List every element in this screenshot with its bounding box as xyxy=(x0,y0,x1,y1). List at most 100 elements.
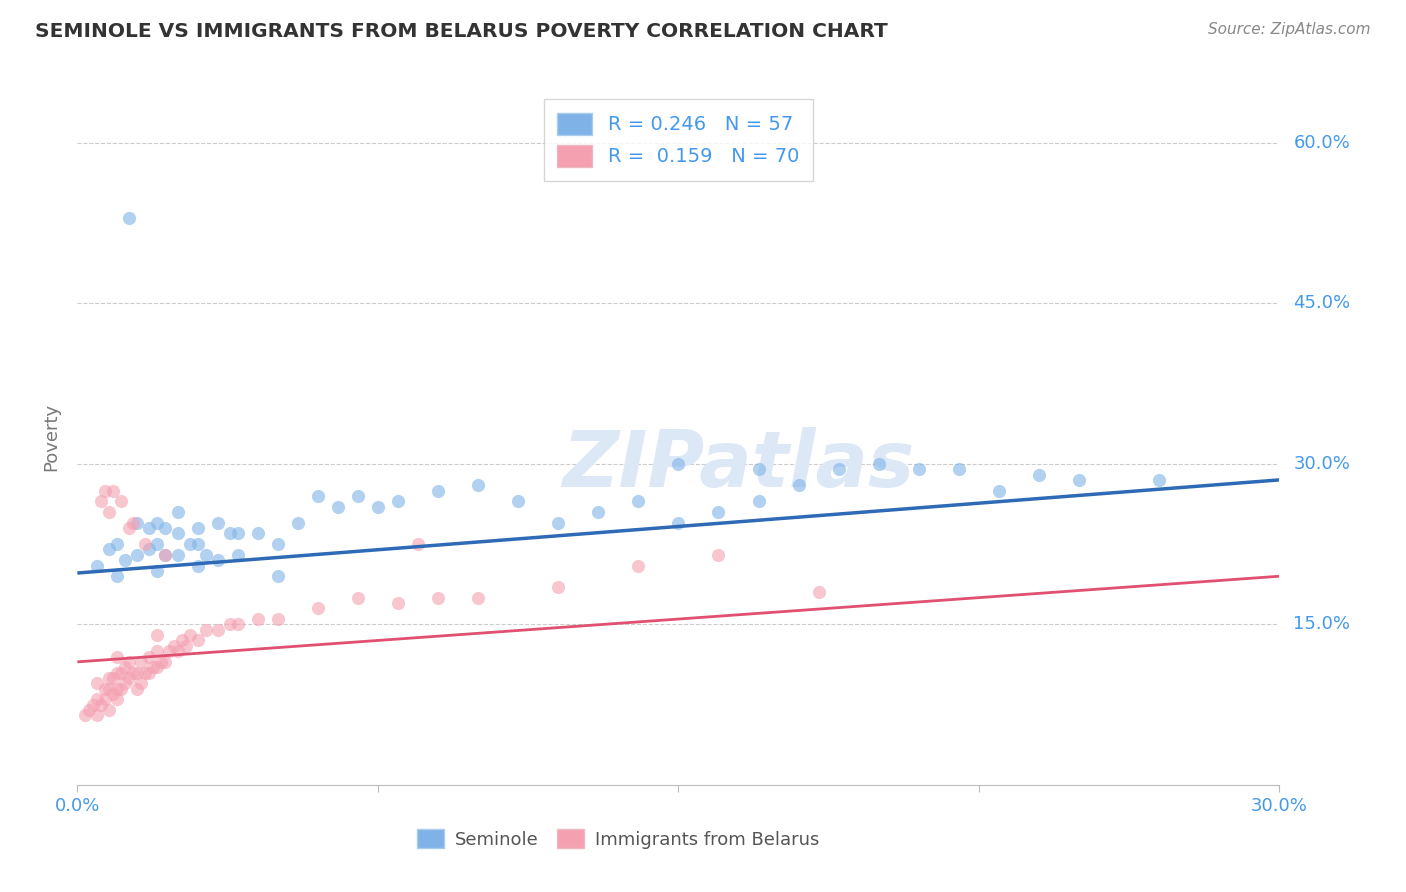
Point xyxy=(86,692,108,706)
Point xyxy=(387,494,409,508)
Point xyxy=(988,483,1011,498)
Point xyxy=(150,655,173,669)
Point xyxy=(267,612,290,626)
Point xyxy=(155,655,177,669)
Point xyxy=(134,665,156,680)
Point xyxy=(159,644,181,658)
Point xyxy=(138,542,160,557)
Point xyxy=(326,500,349,514)
Point xyxy=(107,569,129,583)
Point xyxy=(155,548,177,562)
Point xyxy=(127,681,149,696)
Point xyxy=(707,505,730,519)
Text: Source: ZipAtlas.com: Source: ZipAtlas.com xyxy=(1208,22,1371,37)
Point xyxy=(110,681,132,696)
Point xyxy=(79,703,101,717)
Point xyxy=(107,537,129,551)
Legend: Seminole, Immigrants from Belarus: Seminole, Immigrants from Belarus xyxy=(411,822,827,856)
Point xyxy=(179,537,201,551)
Point xyxy=(138,649,160,664)
Point xyxy=(547,516,569,530)
Point xyxy=(114,660,136,674)
Point xyxy=(194,548,217,562)
Point xyxy=(142,660,165,674)
Point xyxy=(218,526,240,541)
Point xyxy=(787,478,810,492)
Point xyxy=(588,505,610,519)
Point xyxy=(146,628,169,642)
Point xyxy=(103,687,125,701)
Text: SEMINOLE VS IMMIGRANTS FROM BELARUS POVERTY CORRELATION CHART: SEMINOLE VS IMMIGRANTS FROM BELARUS POVE… xyxy=(35,22,889,41)
Point xyxy=(155,521,177,535)
Point xyxy=(179,628,201,642)
Point xyxy=(127,548,149,562)
Point xyxy=(118,211,141,225)
Point xyxy=(307,489,329,503)
Point xyxy=(170,633,193,648)
Point xyxy=(748,462,770,476)
Point xyxy=(1028,467,1050,482)
Point xyxy=(110,665,132,680)
Point xyxy=(107,665,129,680)
Point xyxy=(138,521,160,535)
Point xyxy=(467,478,489,492)
Point xyxy=(707,548,730,562)
Y-axis label: Poverty: Poverty xyxy=(42,403,60,471)
Point xyxy=(427,483,450,498)
Point xyxy=(267,537,290,551)
Point xyxy=(948,462,970,476)
Point xyxy=(347,591,370,605)
Point xyxy=(122,665,145,680)
Point xyxy=(118,655,141,669)
Point xyxy=(166,526,188,541)
Point xyxy=(387,596,409,610)
Point xyxy=(207,516,229,530)
Point xyxy=(162,639,184,653)
Point xyxy=(90,698,112,712)
Point xyxy=(98,681,121,696)
Point xyxy=(807,585,830,599)
Point xyxy=(86,676,108,690)
Point xyxy=(226,548,249,562)
Point xyxy=(82,698,104,712)
Point xyxy=(194,623,217,637)
Point xyxy=(307,601,329,615)
Point xyxy=(668,457,690,471)
Point xyxy=(86,708,108,723)
Point xyxy=(627,558,650,573)
Text: 15.0%: 15.0% xyxy=(1294,615,1350,633)
Point xyxy=(146,537,169,551)
Point xyxy=(1149,473,1171,487)
Point xyxy=(134,537,156,551)
Point xyxy=(114,553,136,567)
Point xyxy=(146,564,169,578)
Point xyxy=(207,623,229,637)
Point xyxy=(127,516,149,530)
Point xyxy=(868,457,890,471)
Point xyxy=(828,462,851,476)
Point xyxy=(75,708,97,723)
Point xyxy=(508,494,530,508)
Point xyxy=(114,676,136,690)
Point xyxy=(267,569,290,583)
Point xyxy=(94,681,117,696)
Point xyxy=(427,591,450,605)
Point xyxy=(94,483,117,498)
Point xyxy=(98,505,121,519)
Point xyxy=(347,489,370,503)
Point xyxy=(155,548,177,562)
Point xyxy=(1069,473,1091,487)
Point xyxy=(246,526,269,541)
Point xyxy=(146,660,169,674)
Point xyxy=(146,516,169,530)
Point xyxy=(246,612,269,626)
Point xyxy=(226,526,249,541)
Point xyxy=(207,553,229,567)
Text: ZIPatlas: ZIPatlas xyxy=(562,427,915,503)
Point xyxy=(107,692,129,706)
Point xyxy=(138,665,160,680)
Point xyxy=(166,505,188,519)
Point xyxy=(118,521,141,535)
Text: 60.0%: 60.0% xyxy=(1294,134,1350,152)
Point xyxy=(110,494,132,508)
